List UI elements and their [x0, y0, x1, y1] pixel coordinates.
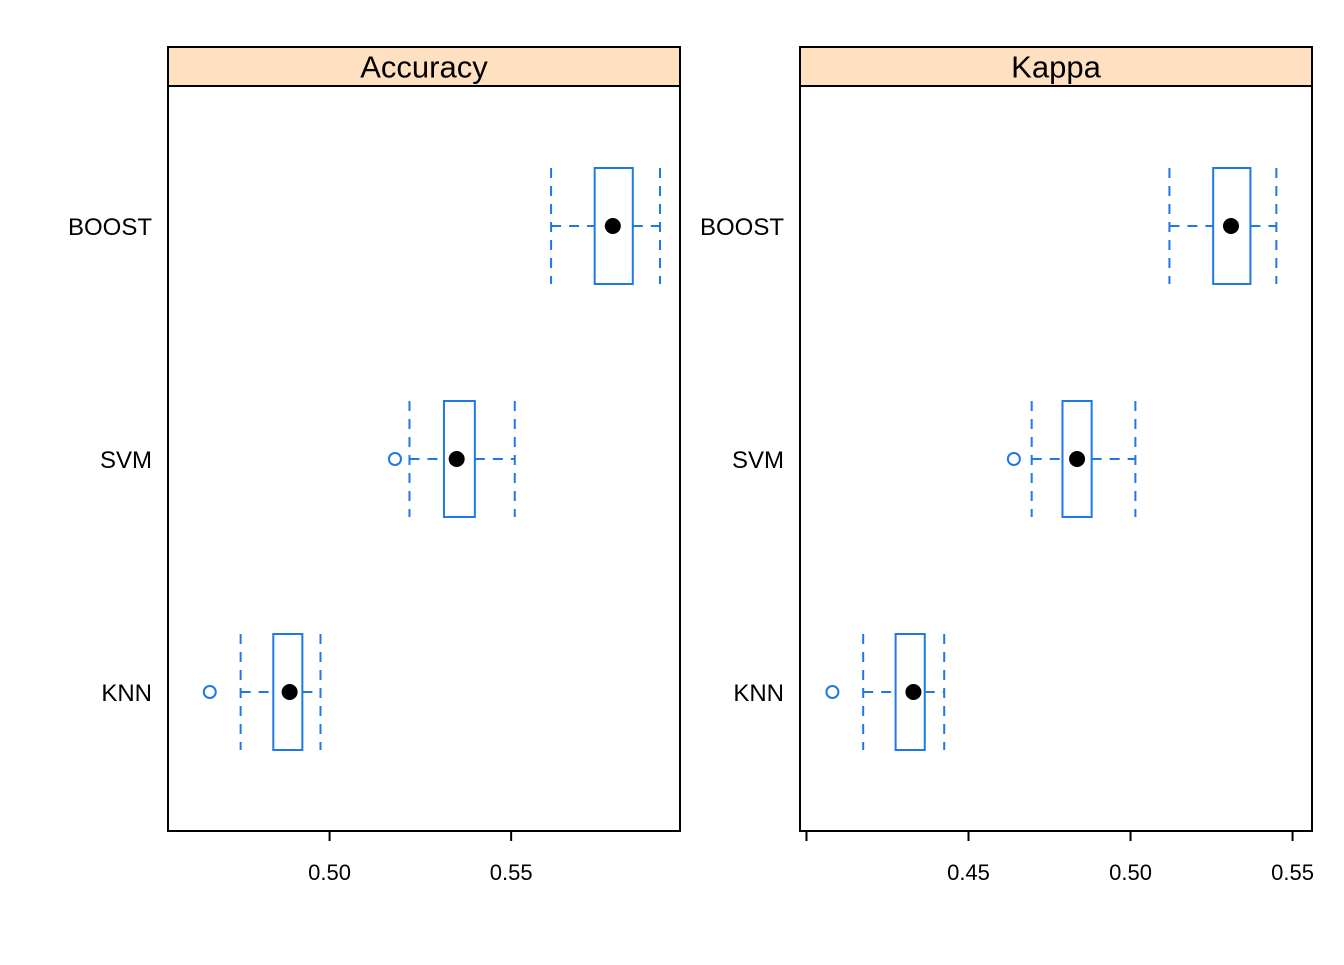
- panel-frame: [167, 85, 681, 832]
- median-point: [1222, 218, 1239, 234]
- box-iqr: [894, 633, 926, 751]
- x-tick-label: 0.55: [1271, 860, 1314, 885]
- category-label: SVM: [732, 447, 784, 474]
- outlier-point: [202, 685, 217, 699]
- category-label: SVM: [100, 447, 152, 474]
- box-iqr: [272, 633, 304, 751]
- x-tick-label: 0.50: [1109, 860, 1152, 885]
- outlier-point: [1006, 452, 1021, 466]
- box-iqr: [593, 167, 634, 285]
- median-point: [281, 684, 298, 700]
- x-tick-label: 0.45: [947, 860, 990, 885]
- panel-title: Accuracy: [360, 50, 488, 85]
- category-label: BOOST: [700, 214, 784, 241]
- category-label: KNN: [101, 680, 152, 707]
- category-label: KNN: [733, 680, 784, 707]
- outlier-point: [825, 685, 840, 699]
- median-point: [905, 684, 922, 700]
- panel-strip: [167, 46, 681, 87]
- median-point: [604, 218, 621, 234]
- box-iqr: [1061, 400, 1093, 518]
- box-iqr: [1212, 167, 1252, 285]
- outlier-point: [387, 452, 402, 466]
- median-point: [448, 451, 465, 467]
- panel-title: Kappa: [1011, 50, 1101, 85]
- x-tick-label: 0.50: [308, 860, 351, 885]
- category-label: BOOST: [68, 214, 152, 241]
- median-point: [1069, 451, 1086, 467]
- panel-frame: [799, 85, 1313, 832]
- box-iqr: [442, 400, 476, 518]
- x-tick-label: 0.55: [490, 860, 533, 885]
